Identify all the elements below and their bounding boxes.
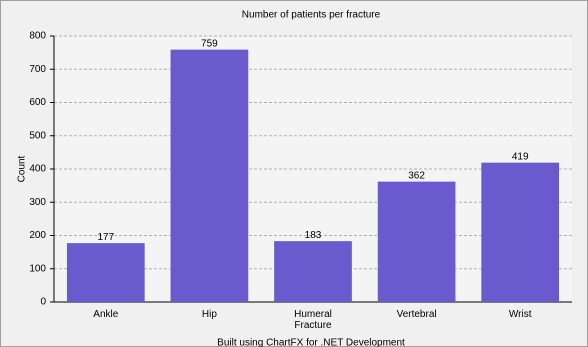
y-tick-label: 100 [29,263,46,274]
bar [66,243,145,302]
x-tick-label: Hip [201,309,217,320]
y-tick-label: 200 [29,230,46,241]
data-label: 419 [512,151,529,162]
y-tick-label: 600 [29,97,46,108]
y-tick-label: 0 [40,297,46,308]
data-label: 362 [408,170,425,181]
footer: Built using ChartFX for .NET Development [217,338,405,347]
bar [274,241,352,302]
x-tick-label: Humeral Fracture [294,309,332,331]
bar [170,49,249,302]
y-tick-label: 400 [29,164,46,175]
data-label: 183 [305,230,322,241]
y-tick-label: 700 [29,64,46,75]
chart-title: Number of patients per fracture [242,10,381,21]
bar [481,162,560,302]
x-tick-label: Wrist [508,309,532,320]
data-label: 759 [201,38,218,49]
y-tick-label: 500 [29,130,46,141]
y-tick-label: 300 [29,197,46,208]
x-tick-label: Vertebral [396,309,437,320]
data-label: 177 [97,232,114,243]
y-tick-label: 800 [29,31,46,42]
y-axis-label: Count [17,155,28,182]
bar [377,181,456,302]
x-tick-label: Ankle [93,309,119,320]
